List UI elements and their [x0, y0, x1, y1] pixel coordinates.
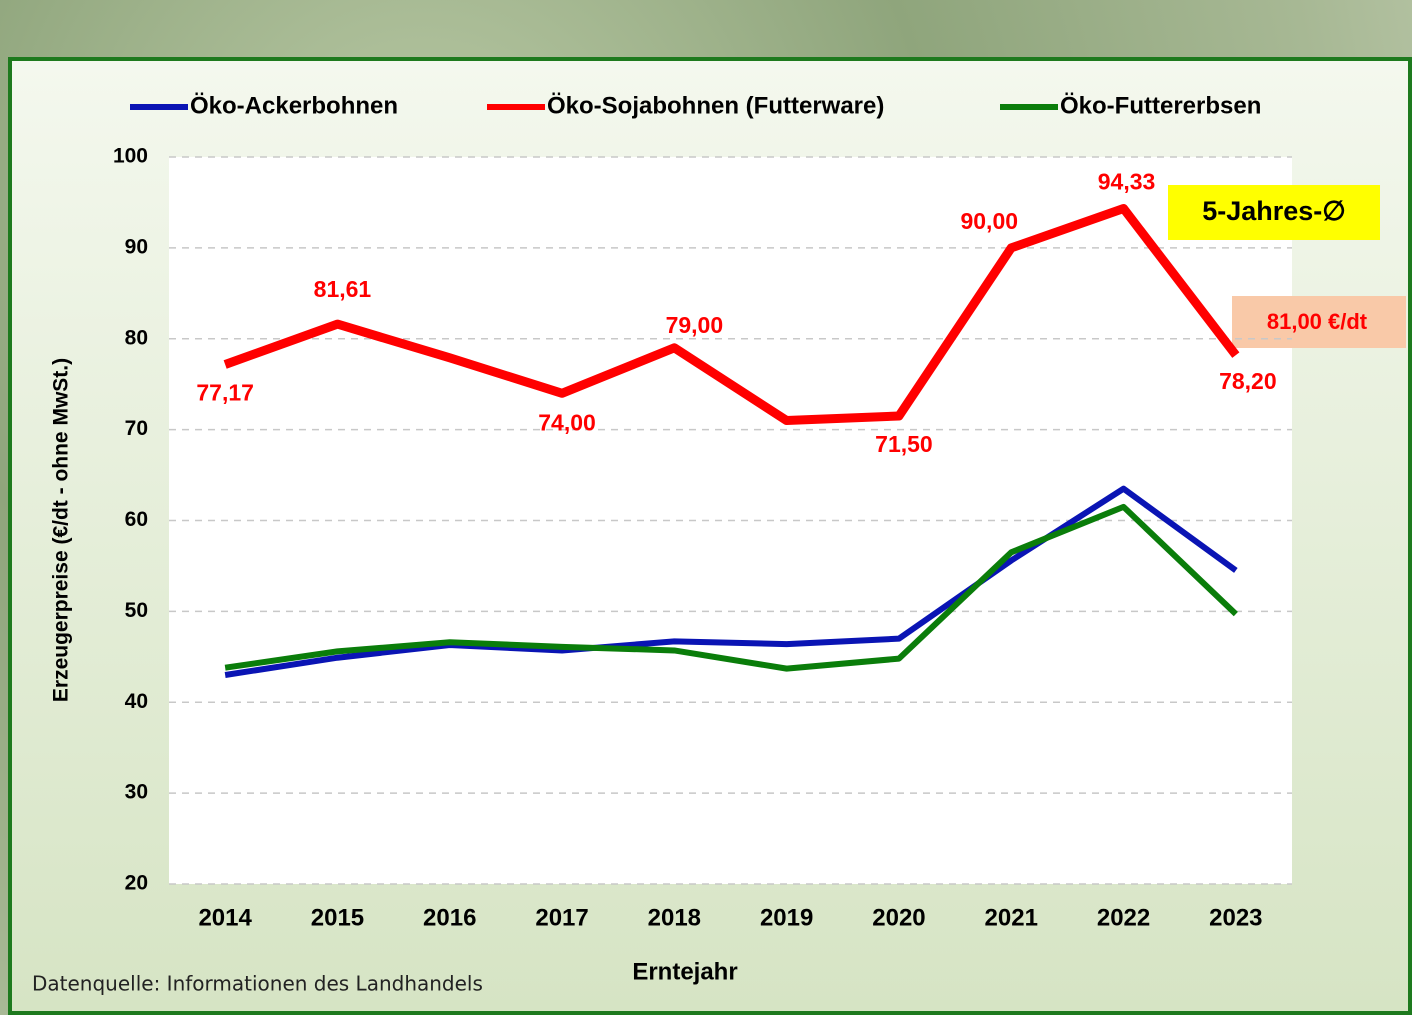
- annotation: 5-Jahres-∅: [1202, 196, 1346, 226]
- data-label: 77,17: [196, 380, 254, 406]
- x-tick-label: 2022: [1097, 904, 1150, 931]
- x-tick-label: 2023: [1209, 904, 1262, 931]
- data-label: 79,00: [666, 312, 724, 338]
- y-tick-label: 80: [125, 326, 148, 349]
- data-label: 81,61: [314, 276, 372, 302]
- x-tick-label: 2018: [648, 904, 701, 931]
- data-label: 90,00: [960, 208, 1018, 234]
- data-label: 74,00: [538, 409, 596, 435]
- data-label: 71,50: [875, 431, 933, 457]
- y-tick-label: 100: [113, 145, 148, 168]
- source: Datenquelle: Informationen des Landhande…: [32, 972, 483, 996]
- legend-label: Öko-Sojabohnen (Futterware): [547, 92, 884, 119]
- y-tick-label: 70: [125, 417, 148, 440]
- x-tick-label: 2021: [985, 904, 1038, 931]
- legend-label: Öko-Futtererbsen: [1060, 92, 1261, 119]
- data-label: 94,33: [1098, 169, 1156, 195]
- x-axis-label: Erntejahr: [632, 958, 737, 985]
- y-tick-label: 50: [125, 599, 148, 622]
- chart: 5-Jahres-∅ 81,00 €/dt Erzeugerpreise (€/…: [0, 0, 1412, 1015]
- y-axis-label: Erzeugerpreise (€/dt - ohne MwSt.): [50, 358, 73, 702]
- legend-label: Öko-Ackerbohnen: [190, 92, 398, 119]
- y-tick-label: 40: [125, 690, 148, 713]
- page: {"chart_data": {"type": "line", "y_axis_…: [0, 0, 1412, 1015]
- y-tick-label: 30: [125, 781, 148, 804]
- annotation: 81,00 €/dt: [1267, 309, 1368, 334]
- x-tick-label: 2014: [198, 904, 252, 931]
- y-tick-label: 90: [125, 235, 148, 258]
- y-tick-label: 60: [125, 508, 148, 531]
- x-tick-label: 2015: [311, 904, 364, 931]
- x-tick-label: 2019: [760, 904, 813, 931]
- y-tick-label: 20: [125, 872, 148, 895]
- x-tick-label: 2016: [423, 904, 476, 931]
- data-label: 78,20: [1219, 368, 1277, 394]
- x-tick-label: 2020: [872, 904, 925, 931]
- x-tick-label: 2017: [535, 904, 588, 931]
